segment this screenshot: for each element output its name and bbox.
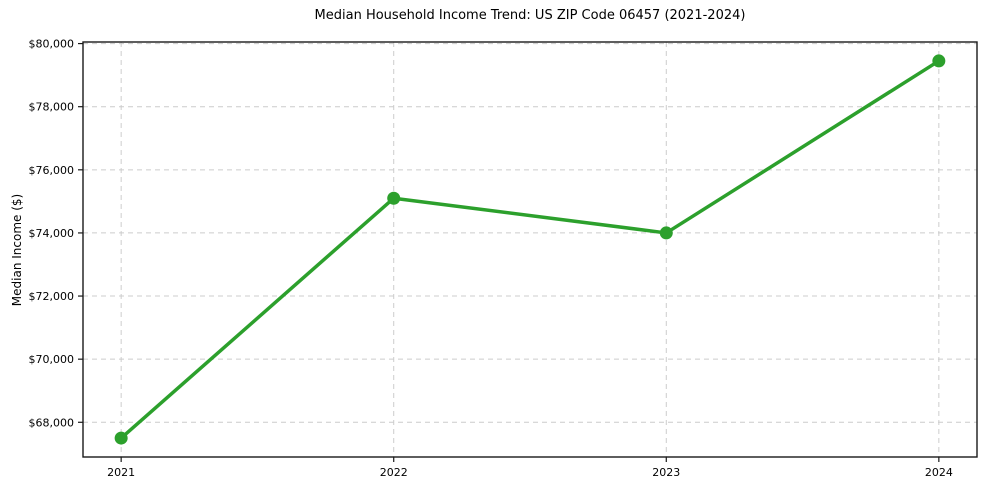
x-tick-label: 2024 bbox=[925, 466, 953, 479]
y-tick-label: $80,000 bbox=[29, 38, 75, 51]
y-tick-label: $70,000 bbox=[29, 353, 75, 366]
y-tick-label: $74,000 bbox=[29, 227, 75, 240]
x-tick-label: 2021 bbox=[107, 466, 135, 479]
x-tick-label: 2022 bbox=[380, 466, 408, 479]
data-point-marker bbox=[932, 54, 946, 68]
chart-title: Median Household Income Trend: US ZIP Co… bbox=[314, 8, 746, 23]
income-trend-line bbox=[119, 59, 941, 440]
plot-border bbox=[82, 41, 978, 458]
y-tick-label: $78,000 bbox=[29, 101, 75, 114]
y-tick-label: $76,000 bbox=[29, 164, 75, 177]
data-point-marker bbox=[114, 431, 128, 445]
x-tick-label: 2023 bbox=[652, 466, 680, 479]
data-point-marker bbox=[659, 226, 673, 240]
y-tick-label: $68,000 bbox=[29, 416, 75, 429]
data-point-marker bbox=[387, 191, 401, 205]
y-tick-label: $72,000 bbox=[29, 290, 75, 303]
